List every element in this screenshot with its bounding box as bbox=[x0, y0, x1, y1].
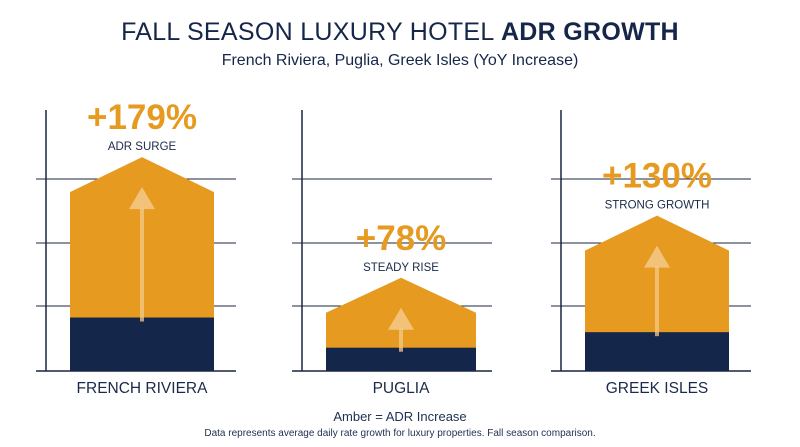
category-label: FRENCH RIVIERA bbox=[77, 380, 209, 397]
annotation-label: ADR SURGE bbox=[108, 141, 177, 153]
bar-base bbox=[585, 332, 729, 371]
arrow-shaft bbox=[655, 265, 659, 337]
annotation-label: STRONG GROWTH bbox=[605, 200, 710, 212]
chart-subtitle: French Riviera, Puglia, Greek Isles (YoY… bbox=[221, 52, 579, 69]
category-label: PUGLIA bbox=[373, 380, 431, 397]
value-label: +130% bbox=[602, 157, 712, 196]
arrow-shaft bbox=[140, 207, 144, 322]
value-label: +179% bbox=[87, 98, 197, 137]
bar-base bbox=[70, 317, 214, 371]
panel-2: +78% STEADY RISE PUGLIA bbox=[292, 110, 492, 397]
title-main: FALL SEASON LUXURY HOTEL bbox=[121, 18, 494, 46]
panel-1: +179% ADR SURGE FRENCH RIVIERA bbox=[36, 98, 236, 397]
annotation-label: STEADY RISE bbox=[363, 262, 439, 274]
arrow-up-icon bbox=[644, 245, 670, 268]
arrow-shaft bbox=[399, 327, 403, 352]
value-label: +78% bbox=[356, 219, 447, 258]
category-label: GREEK ISLES bbox=[606, 380, 709, 397]
arrow-up-icon bbox=[388, 307, 414, 330]
chart-title: FALL SEASON LUXURY HOTEL ADR GROWTH bbox=[0, 18, 800, 47]
bar-base bbox=[326, 347, 476, 371]
arrow-up-icon bbox=[129, 187, 155, 210]
legend-text: Amber = ADR Increase bbox=[333, 409, 467, 424]
footnote: Data represents average daily rate growt… bbox=[204, 428, 596, 439]
panel-3: +130% STRONG GROWTH GREEK ISLES bbox=[551, 110, 751, 397]
title-bold: ADR GROWTH bbox=[500, 18, 679, 46]
